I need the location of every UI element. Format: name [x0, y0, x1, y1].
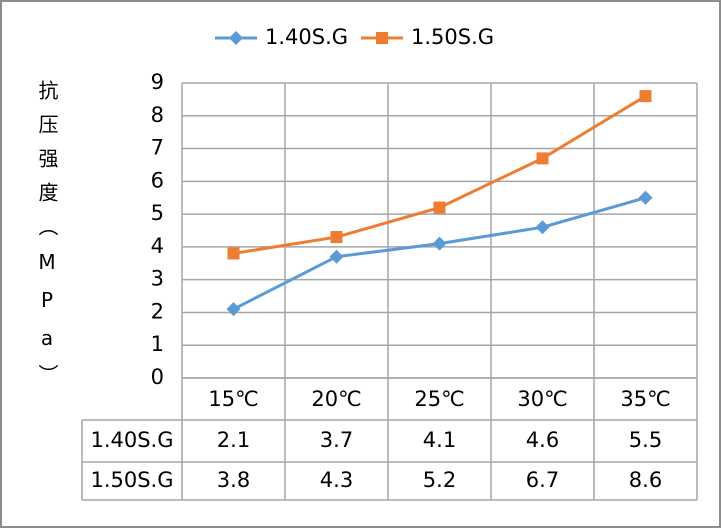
legend-label: 1.40S.G	[265, 25, 348, 49]
marker	[433, 201, 446, 214]
x-tick-label: 25℃	[414, 387, 464, 411]
x-tick-label: 20℃	[311, 387, 361, 411]
table-cell: 3.8	[217, 468, 250, 492]
marker	[536, 152, 549, 165]
table-cell: 3.7	[320, 428, 353, 452]
table-cell: 4.6	[526, 428, 559, 452]
legend-marker	[376, 32, 388, 44]
y-tick-label: 4	[151, 234, 164, 258]
marker	[535, 220, 550, 235]
marker	[227, 247, 240, 260]
y-tick-label: 9	[151, 70, 164, 94]
table-cell: 8.6	[629, 468, 662, 492]
table-cell: 5.2	[423, 468, 456, 492]
table-row-label: 1.50S.G	[90, 468, 173, 492]
y-tick-label: 0	[151, 365, 164, 389]
y-tick-label: 3	[151, 267, 164, 291]
legend-label: 1.50S.G	[411, 25, 494, 49]
marker	[329, 249, 344, 264]
y-axis-label: 抗压强度（MPa）	[35, 80, 59, 398]
y-tick-label: 1	[151, 332, 164, 356]
y-tick-label: 6	[151, 168, 164, 192]
y-tick-label: 2	[151, 299, 164, 323]
table-cell: 5.5	[629, 428, 662, 452]
table-cell: 6.7	[526, 468, 559, 492]
y-tick-label: 7	[151, 136, 164, 160]
x-tick-label: 15℃	[208, 387, 258, 411]
table-row-label: 1.40S.G	[90, 428, 173, 452]
legend-marker	[229, 31, 243, 45]
marker	[330, 231, 343, 244]
marker	[432, 236, 447, 251]
y-tick-label: 8	[151, 103, 164, 127]
x-tick-label: 35℃	[620, 387, 670, 411]
y-tick-label: 5	[151, 201, 164, 225]
marker	[639, 90, 652, 103]
marker	[638, 190, 653, 205]
marker	[226, 302, 241, 317]
table-cell: 2.1	[217, 428, 250, 452]
x-tick-label: 30℃	[517, 387, 567, 411]
table-cell: 4.3	[320, 468, 353, 492]
table-cell: 4.1	[423, 428, 456, 452]
